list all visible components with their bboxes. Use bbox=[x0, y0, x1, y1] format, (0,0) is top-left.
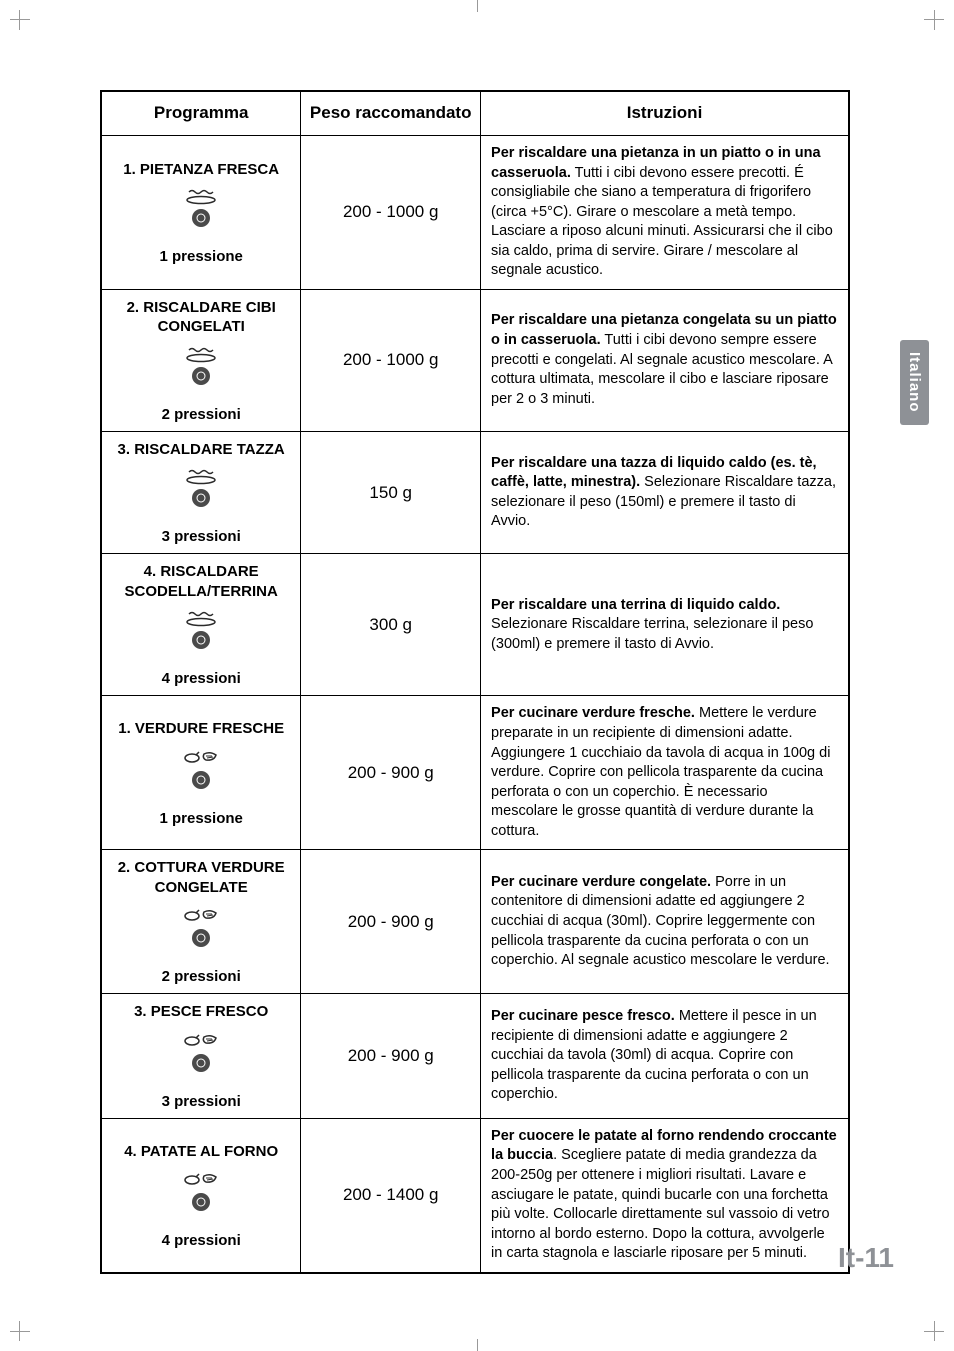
program-press: 1 pressione bbox=[112, 810, 290, 827]
program-cell: 2. COTTURA VERDURE CONGELATE 2 pressioni bbox=[101, 850, 301, 994]
program-title: 2. RISCALDARE CIBI CONGELATI bbox=[112, 298, 290, 337]
program-title: 1. PIETANZA FRESCA bbox=[112, 160, 290, 180]
program-title: 3. RISCALDARE TAZZA bbox=[112, 440, 290, 460]
program-title: 2. COTTURA VERDURE CONGELATE bbox=[112, 858, 290, 897]
cook-icon bbox=[182, 1030, 220, 1076]
instruction-cell: Per riscaldare una pietanza congelata su… bbox=[481, 289, 849, 431]
cook-icon bbox=[182, 905, 220, 951]
program-press: 4 pressioni bbox=[112, 1232, 290, 1249]
cook-icon bbox=[182, 747, 220, 793]
cook-icon bbox=[182, 1169, 220, 1215]
instruction-text: Tutti i cibi devono essere precotti. É c… bbox=[491, 165, 833, 279]
reheat-icon bbox=[183, 609, 219, 653]
program-cell: 4. PATATE AL FORNO 4 pressioni bbox=[101, 1118, 301, 1272]
program-cell: 3. RISCALDARE TAZZA 3 pressioni bbox=[101, 431, 301, 554]
weight-cell: 200 - 1000 g bbox=[301, 289, 481, 431]
instruction-cell: Per riscaldare una terrina di liquido ca… bbox=[481, 554, 849, 696]
program-press: 1 pressione bbox=[112, 248, 290, 265]
program-press: 2 pressioni bbox=[112, 968, 290, 985]
program-cell: 1. VERDURE FRESCHE 1 pressione bbox=[101, 696, 301, 850]
weight-cell: 200 - 900 g bbox=[301, 994, 481, 1119]
reheat-icon bbox=[183, 345, 219, 389]
table-row: 3. PESCE FRESCO 3 pressioni200 - 900 gPe… bbox=[101, 994, 849, 1119]
table-row: 3. RISCALDARE TAZZA 3 pressioni150 gPer … bbox=[101, 431, 849, 554]
page-number: It-11 bbox=[838, 1242, 894, 1274]
header-peso: Peso raccomandato bbox=[301, 91, 481, 135]
table-row: 2. RISCALDARE CIBI CONGELATI 2 pressioni… bbox=[101, 289, 849, 431]
table-header-row: Programma Peso raccomandato Istruzioni bbox=[101, 91, 849, 135]
program-press: 4 pressioni bbox=[112, 670, 290, 687]
instruction-cell: Per cucinare pesce fresco. Mettere il pe… bbox=[481, 994, 849, 1119]
program-press: 2 pressioni bbox=[112, 406, 290, 423]
instruction-cell: Per cucinare verdure fresche. Mettere le… bbox=[481, 696, 849, 850]
reheat-icon bbox=[183, 467, 219, 511]
weight-cell: 300 g bbox=[301, 554, 481, 696]
header-istruzioni: Istruzioni bbox=[481, 91, 849, 135]
instruction-cell: Per cuocere le patate al forno rendendo … bbox=[481, 1118, 849, 1272]
table-row: 4. RISCALDARE SCODELLA/TERRINA 4 pressio… bbox=[101, 554, 849, 696]
program-title: 1. VERDURE FRESCHE bbox=[112, 719, 290, 739]
instruction-text: Selezionare Riscaldare terrina, selezion… bbox=[491, 616, 813, 652]
header-programma: Programma bbox=[101, 91, 301, 135]
program-cell: 3. PESCE FRESCO 3 pressioni bbox=[101, 994, 301, 1119]
program-title: 4. RISCALDARE SCODELLA/TERRINA bbox=[112, 562, 290, 601]
reheat-icon bbox=[183, 187, 219, 231]
program-cell: 1. PIETANZA FRESCA 1 pressione bbox=[101, 135, 301, 289]
page-content: Programma Peso raccomandato Istruzioni 1… bbox=[0, 0, 954, 1314]
instruction-bold: Per cucinare verdure fresche. bbox=[491, 705, 695, 721]
weight-cell: 200 - 1000 g bbox=[301, 135, 481, 289]
weight-cell: 200 - 900 g bbox=[301, 696, 481, 850]
instruction-text: Mettere le verdure preparate in un recip… bbox=[491, 705, 830, 838]
instruction-text: . Scegliere patate di media grandezza da… bbox=[491, 1147, 830, 1261]
program-title: 3. PESCE FRESCO bbox=[112, 1002, 290, 1022]
instruction-cell: Per riscaldare una tazza di liquido cald… bbox=[481, 431, 849, 554]
instruction-cell: Per riscaldare una pietanza in un piatto… bbox=[481, 135, 849, 289]
program-press: 3 pressioni bbox=[112, 528, 290, 545]
instruction-bold: Per riscaldare una terrina di liquido ca… bbox=[491, 597, 780, 613]
table-row: 1. PIETANZA FRESCA 1 pressione200 - 1000… bbox=[101, 135, 849, 289]
instruction-bold: Per cucinare verdure congelate. bbox=[491, 874, 711, 890]
program-press: 3 pressioni bbox=[112, 1093, 290, 1110]
program-cell: 2. RISCALDARE CIBI CONGELATI 2 pressioni bbox=[101, 289, 301, 431]
weight-cell: 200 - 900 g bbox=[301, 850, 481, 994]
table-row: 4. PATATE AL FORNO 4 pressioni200 - 1400… bbox=[101, 1118, 849, 1272]
weight-cell: 200 - 1400 g bbox=[301, 1118, 481, 1272]
program-cell: 4. RISCALDARE SCODELLA/TERRINA 4 pressio… bbox=[101, 554, 301, 696]
table-row: 2. COTTURA VERDURE CONGELATE 2 pressioni… bbox=[101, 850, 849, 994]
programs-table: Programma Peso raccomandato Istruzioni 1… bbox=[100, 90, 850, 1274]
instruction-bold: Per cucinare pesce fresco. bbox=[491, 1008, 675, 1024]
program-title: 4. PATATE AL FORNO bbox=[112, 1142, 290, 1162]
table-row: 1. VERDURE FRESCHE 1 pressione200 - 900 … bbox=[101, 696, 849, 850]
instruction-cell: Per cucinare verdure congelate. Porre in… bbox=[481, 850, 849, 994]
weight-cell: 150 g bbox=[301, 431, 481, 554]
